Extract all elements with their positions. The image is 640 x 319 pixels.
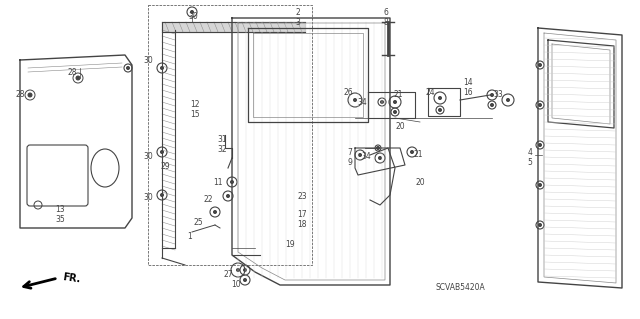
Text: 30: 30 [188,12,198,21]
Circle shape [438,108,442,112]
Circle shape [28,93,32,97]
Text: 2: 2 [296,8,300,17]
Text: 26: 26 [343,88,353,97]
Circle shape [76,76,80,80]
Circle shape [237,269,239,271]
Text: 6: 6 [383,8,388,17]
Text: 15: 15 [190,110,200,119]
Circle shape [127,66,129,70]
Text: 20: 20 [395,122,405,131]
Text: 29: 29 [160,162,170,171]
Circle shape [538,183,541,187]
Text: 33: 33 [493,90,503,99]
Circle shape [230,181,234,183]
Text: 20: 20 [415,178,425,187]
Circle shape [490,103,493,107]
Text: 35: 35 [55,215,65,224]
Text: SCVAB5420A: SCVAB5420A [435,283,485,292]
Text: 31: 31 [217,135,227,144]
Text: 8: 8 [383,18,388,27]
Text: FR.: FR. [62,272,81,284]
Text: 30: 30 [143,193,153,202]
Text: 13: 13 [55,205,65,214]
Text: 7: 7 [348,148,353,157]
Text: 28: 28 [15,90,25,99]
Text: 9: 9 [348,158,353,167]
Text: 4: 4 [527,148,532,157]
Text: 17: 17 [297,210,307,219]
Circle shape [353,99,356,101]
Circle shape [243,278,246,281]
Circle shape [538,224,541,226]
Circle shape [394,110,397,114]
Text: 30: 30 [143,152,153,161]
Circle shape [376,146,380,150]
Circle shape [538,103,541,107]
Circle shape [538,144,541,146]
Text: 23: 23 [297,192,307,201]
Text: 14: 14 [463,78,473,87]
Text: 16: 16 [463,88,473,97]
Text: 27: 27 [223,270,233,279]
Text: 22: 22 [204,195,212,204]
Text: 21: 21 [393,90,403,99]
Text: 32: 32 [217,145,227,154]
Circle shape [381,100,383,103]
Circle shape [161,151,163,153]
Text: 11: 11 [213,178,223,187]
Text: 12: 12 [190,100,200,109]
Text: 3: 3 [296,18,300,27]
Text: 25: 25 [193,218,203,227]
Circle shape [394,100,397,103]
Text: 28: 28 [67,68,77,77]
Circle shape [243,269,246,271]
Circle shape [227,195,230,197]
Circle shape [161,66,163,70]
Text: 10: 10 [231,280,241,289]
Circle shape [506,99,509,101]
Circle shape [410,151,413,153]
Text: 19: 19 [285,240,295,249]
Text: 18: 18 [297,220,307,229]
Text: 30: 30 [143,56,153,65]
Circle shape [438,97,442,100]
Circle shape [358,153,362,157]
Text: 34: 34 [357,98,367,107]
Text: 5: 5 [527,158,532,167]
Circle shape [191,11,193,13]
Text: 1: 1 [188,232,193,241]
Text: 24: 24 [425,88,435,97]
Text: 34: 34 [361,152,371,161]
Circle shape [161,194,163,197]
Circle shape [378,157,381,160]
Text: 21: 21 [413,150,423,159]
Circle shape [538,63,541,66]
Circle shape [490,93,493,97]
Circle shape [214,211,216,213]
